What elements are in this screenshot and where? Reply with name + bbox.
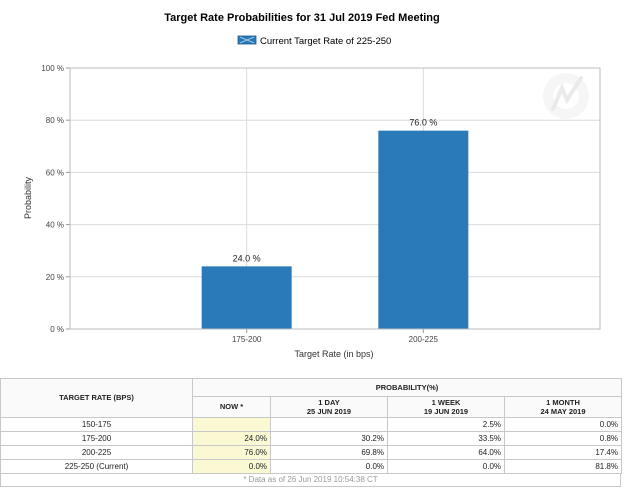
table-row: 225-250 (Current) 0.0% 0.0% 0.0% 81.8% bbox=[0, 459, 622, 474]
column-header-line1: 1 DAY bbox=[318, 398, 340, 407]
bar-175-200[interactable] bbox=[201, 266, 292, 329]
probability-cell: 0.0% bbox=[387, 459, 505, 474]
probability-cell: 0.0% bbox=[192, 459, 271, 474]
probability-cell: 2.5% bbox=[387, 417, 505, 432]
table-body: 150-175 2.5% 0.0% 175-200 24.0% 30.2% 33.5% 0.8… bbox=[0, 417, 622, 474]
x-axis-label: Target Rate (in bps) bbox=[294, 349, 373, 359]
table-row: 150-175 2.5% 0.0% bbox=[0, 417, 622, 432]
column-header-1: 1 DAY 25 JUN 2019 bbox=[270, 396, 388, 418]
probability-table: TARGET RATE (BPS) PROBABILITY(%) NOW * 1 … bbox=[0, 378, 622, 474]
watermark-logo-icon bbox=[543, 73, 589, 119]
probability-header: PROBABILITY(%) bbox=[192, 378, 622, 397]
legend-label: Current Target Rate of 225-250 bbox=[260, 36, 391, 47]
y-tick-label: 20 % bbox=[46, 273, 64, 282]
probability-cell: 24.0% bbox=[192, 431, 271, 446]
y-tick-label: 100 % bbox=[41, 64, 64, 73]
table-row: 175-200 24.0% 30.2% 33.5% 0.8% bbox=[0, 431, 622, 446]
probability-cell: 0.0% bbox=[270, 459, 388, 474]
probability-cell: 0.8% bbox=[504, 431, 622, 446]
label-layer: 0 % 20 % 40 % 60 % 80 % 100 % 24.0 % 175-200 76.… bbox=[41, 64, 438, 344]
target-rate-cell: 150-175 bbox=[0, 417, 193, 432]
probability-cell: 17.4% bbox=[504, 445, 622, 460]
column-header-line2: 24 MAY 2019 bbox=[540, 407, 586, 416]
probability-cell: 33.5% bbox=[387, 431, 505, 446]
column-header-line1: 1 MONTH bbox=[546, 398, 580, 407]
column-header-0: NOW * bbox=[192, 396, 271, 418]
column-header-row: NOW * 1 DAY 25 JUN 2019 1 WEEK 19 JUN 2019 1 … bbox=[1, 396, 622, 418]
y-tick-label: 0 % bbox=[50, 325, 64, 334]
target-rate-cell: 175-200 bbox=[0, 431, 193, 446]
y-tick-label: 60 % bbox=[46, 168, 64, 177]
column-header-3: 1 MONTH 24 MAY 2019 bbox=[504, 396, 622, 418]
table-row: 200-225 76.0% 69.8% 64.0% 17.4% bbox=[0, 445, 622, 460]
probability-cell: 81.8% bbox=[504, 459, 622, 474]
probability-cell: 69.8% bbox=[270, 445, 388, 460]
bar-chart: Target Rate Probabilities for 31 Jul 201… bbox=[23, 12, 601, 359]
target-rate-cell: 225-250 (Current) bbox=[0, 459, 193, 474]
probability-cell: 30.2% bbox=[270, 431, 388, 446]
y-tick-label: 80 % bbox=[46, 116, 64, 125]
legend[interactable]: Current Target Rate of 225-250 bbox=[237, 35, 391, 47]
bar-data-label: 76.0 % bbox=[409, 118, 437, 128]
probability-cell: 76.0% bbox=[192, 445, 271, 460]
plot-frame bbox=[69, 67, 601, 330]
x-tick-label: 200-225 bbox=[409, 335, 439, 344]
target-rate-cell: 200-225 bbox=[0, 445, 193, 460]
probability-cell bbox=[270, 417, 388, 432]
y-tick-label: 40 % bbox=[46, 221, 64, 230]
bar-data-label: 24.0 % bbox=[233, 253, 261, 263]
bar-layer bbox=[201, 130, 469, 329]
column-header-line2: 19 JUN 2019 bbox=[423, 407, 469, 416]
y-axis-label: Probability bbox=[23, 176, 33, 219]
probability-cell: 64.0% bbox=[387, 445, 505, 460]
grid-layer bbox=[66, 67, 600, 330]
column-header-2: 1 WEEK 19 JUN 2019 bbox=[387, 396, 505, 418]
data-footnote: * Data as of 26 Jun 2019 10:54:38 CT bbox=[0, 474, 621, 487]
target-rate-header: TARGET RATE (BPS) bbox=[0, 378, 193, 418]
column-header-line2: 25 JUN 2019 bbox=[306, 407, 352, 416]
x-tick-label: 175-200 bbox=[232, 335, 262, 344]
column-header-line1: NOW * bbox=[219, 402, 244, 411]
column-header-line1: 1 WEEK bbox=[431, 398, 461, 407]
bar-200-225[interactable] bbox=[378, 130, 469, 329]
probability-table-container: TARGET RATE (BPS) PROBABILITY(%) NOW * 1 … bbox=[0, 378, 622, 487]
probability-cell: 0.0% bbox=[504, 417, 622, 432]
chart-title: Target Rate Probabilities for 31 Jul 201… bbox=[164, 12, 439, 24]
probability-cell bbox=[192, 417, 271, 432]
